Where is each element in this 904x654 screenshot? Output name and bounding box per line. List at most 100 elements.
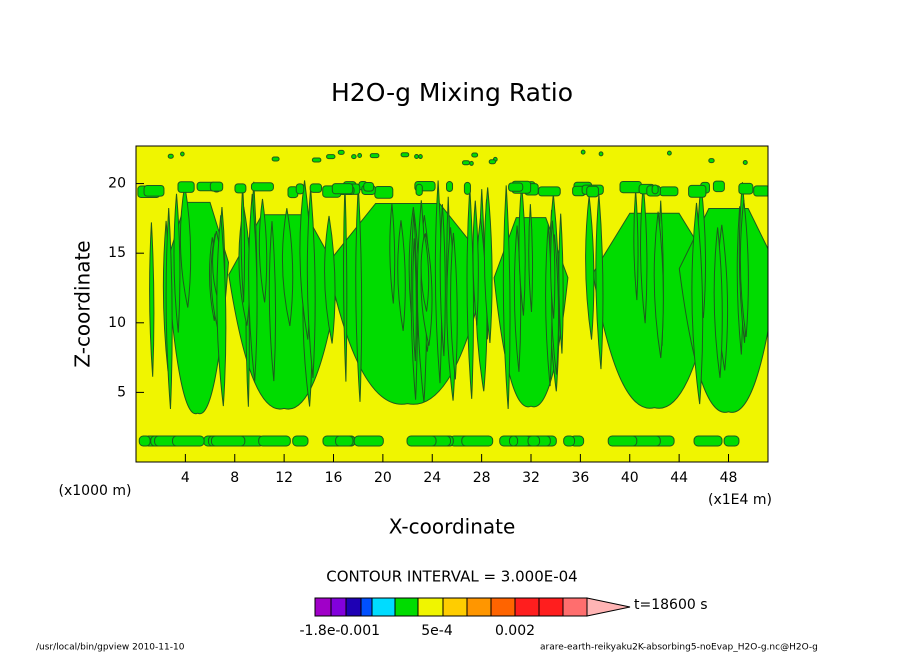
contour-region [558, 213, 564, 354]
contour-region [363, 182, 375, 192]
contour-region [415, 183, 423, 196]
contour-region [633, 189, 639, 301]
contour-region [295, 183, 305, 195]
x-tick-label: 20 [374, 470, 392, 486]
contour-region [461, 160, 471, 166]
contour-region [528, 204, 534, 313]
contour-region [292, 435, 309, 447]
contour-region [502, 185, 511, 409]
contour-region [406, 435, 437, 447]
colorbar-box [394, 597, 419, 617]
contour-region [167, 153, 174, 159]
time-label: t=18600 s [634, 597, 708, 613]
colorbar-box [360, 597, 373, 617]
contour-region [216, 215, 227, 407]
colorbar-box [514, 597, 540, 617]
contour-region [509, 435, 519, 447]
colorbar-label: 5e-4 [421, 623, 453, 639]
y-unit: (x1000 m) [59, 483, 132, 499]
contour-region [446, 181, 454, 193]
y-tick-label: 20 [108, 176, 126, 192]
x-tick-label: 36 [571, 470, 589, 486]
contour-region [234, 183, 247, 194]
colorbar-box [330, 597, 347, 617]
x-tick-label: 24 [423, 470, 441, 486]
contour-region [250, 182, 274, 192]
colorbar-box [466, 597, 492, 617]
contour-region [708, 158, 715, 164]
contour-region [180, 151, 185, 157]
contour-region [598, 151, 604, 157]
contour-region [400, 152, 410, 158]
contour-region [640, 185, 648, 324]
contour-region [488, 159, 497, 165]
contour-region [472, 200, 479, 326]
contour-region [712, 180, 725, 193]
contour-region [713, 227, 723, 378]
x-tick-label: 40 [621, 470, 639, 486]
contour-region [389, 203, 396, 304]
contour-region [461, 435, 494, 447]
contour-region [651, 184, 659, 195]
contour-region [595, 193, 604, 370]
contour-region [271, 156, 280, 162]
contour-region [138, 435, 151, 447]
x-tick-label: 48 [720, 470, 738, 486]
contour-region [723, 435, 740, 447]
x-unit: (x1E4 m) [708, 492, 772, 508]
contour-region [369, 153, 380, 159]
contour-region [414, 154, 419, 160]
contour-region [248, 193, 258, 382]
contour-region [508, 182, 524, 192]
contour-region [738, 182, 754, 195]
x-tick-label: 4 [181, 470, 190, 486]
contour-region [742, 159, 748, 165]
chart-title: H2O-g Mixing Ratio [331, 78, 573, 107]
colorbar-box [371, 597, 396, 617]
contour-region [538, 186, 561, 197]
contour-region [439, 204, 446, 357]
contour-region [281, 208, 294, 327]
contour-region [258, 435, 291, 447]
y-tick-label: 10 [108, 315, 126, 331]
contour-region [311, 157, 322, 163]
contour-region [418, 154, 423, 160]
contour-region [693, 435, 723, 447]
contour-region [309, 183, 323, 193]
contour-region [469, 160, 474, 166]
contour-region [653, 211, 664, 359]
contour-region [337, 149, 345, 155]
contour-region [210, 435, 246, 447]
contour-region [172, 435, 205, 447]
contour-region [143, 184, 165, 197]
colorbar-label: 0.001 [340, 623, 380, 639]
colorbar-box [417, 597, 444, 617]
contour-region [420, 233, 430, 312]
contour-region [335, 435, 354, 447]
contour-region [355, 184, 363, 402]
contour-region [463, 181, 471, 195]
contour-region [331, 183, 354, 195]
contour-region [518, 185, 526, 316]
contour-region [483, 187, 493, 343]
x-tick-label: 8 [230, 470, 239, 486]
colorbar-box [442, 597, 468, 617]
contour-region [666, 150, 672, 156]
contour-region [550, 220, 556, 319]
colorbar-arrow [586, 597, 631, 617]
contour-region [353, 435, 384, 447]
contour-region [471, 152, 479, 158]
contour-region [563, 435, 576, 447]
contour-region [580, 149, 586, 155]
contour-region [268, 221, 277, 382]
footer-right: arare-earth-reikyaku2K-absorbing5-noEvap… [540, 643, 818, 653]
colorbar-box [345, 597, 362, 617]
y-tick-label: 5 [117, 384, 126, 400]
y-axis-label: Z-coordinate [71, 240, 95, 367]
contour-region [527, 435, 541, 447]
contour-interval: CONTOUR INTERVAL = 3.000E-04 [326, 568, 577, 586]
contour-region [691, 202, 704, 405]
contour-region [739, 199, 749, 337]
x-tick-label: 12 [275, 470, 293, 486]
